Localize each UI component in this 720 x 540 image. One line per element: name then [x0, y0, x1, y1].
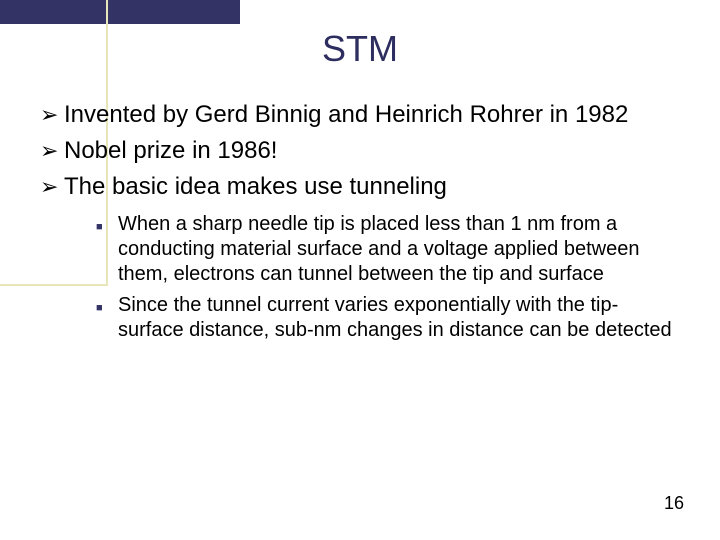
chevron-right-icon: ➢	[40, 172, 64, 202]
sub-bullet-list: ■ When a sharp needle tip is placed less…	[96, 212, 680, 343]
bullet-text: Nobel prize in 1986!	[64, 136, 277, 166]
sub-bullet-text: Since the tunnel current varies exponent…	[118, 293, 680, 343]
square-bullet-icon: ■	[96, 293, 118, 321]
bullet-item: ➢ The basic idea makes use tunneling	[40, 172, 680, 202]
chevron-right-icon: ➢	[40, 136, 64, 166]
header-accent-bar	[0, 0, 240, 24]
page-number: 16	[664, 493, 684, 514]
bullet-item: ➢ Invented by Gerd Binnig and Heinrich R…	[40, 100, 680, 130]
square-bullet-icon: ■	[96, 212, 118, 240]
sub-bullet-item: ■ Since the tunnel current varies expone…	[96, 293, 680, 343]
sub-bullet-text: When a sharp needle tip is placed less t…	[118, 212, 680, 287]
bullet-text: Invented by Gerd Binnig and Heinrich Roh…	[64, 100, 628, 130]
bullet-text: The basic idea makes use tunneling	[64, 172, 447, 202]
chevron-right-icon: ➢	[40, 100, 64, 130]
sub-bullet-item: ■ When a sharp needle tip is placed less…	[96, 212, 680, 287]
bullet-item: ➢ Nobel prize in 1986!	[40, 136, 680, 166]
slide-body: ➢ Invented by Gerd Binnig and Heinrich R…	[40, 100, 680, 349]
slide-title: STM	[0, 28, 720, 70]
